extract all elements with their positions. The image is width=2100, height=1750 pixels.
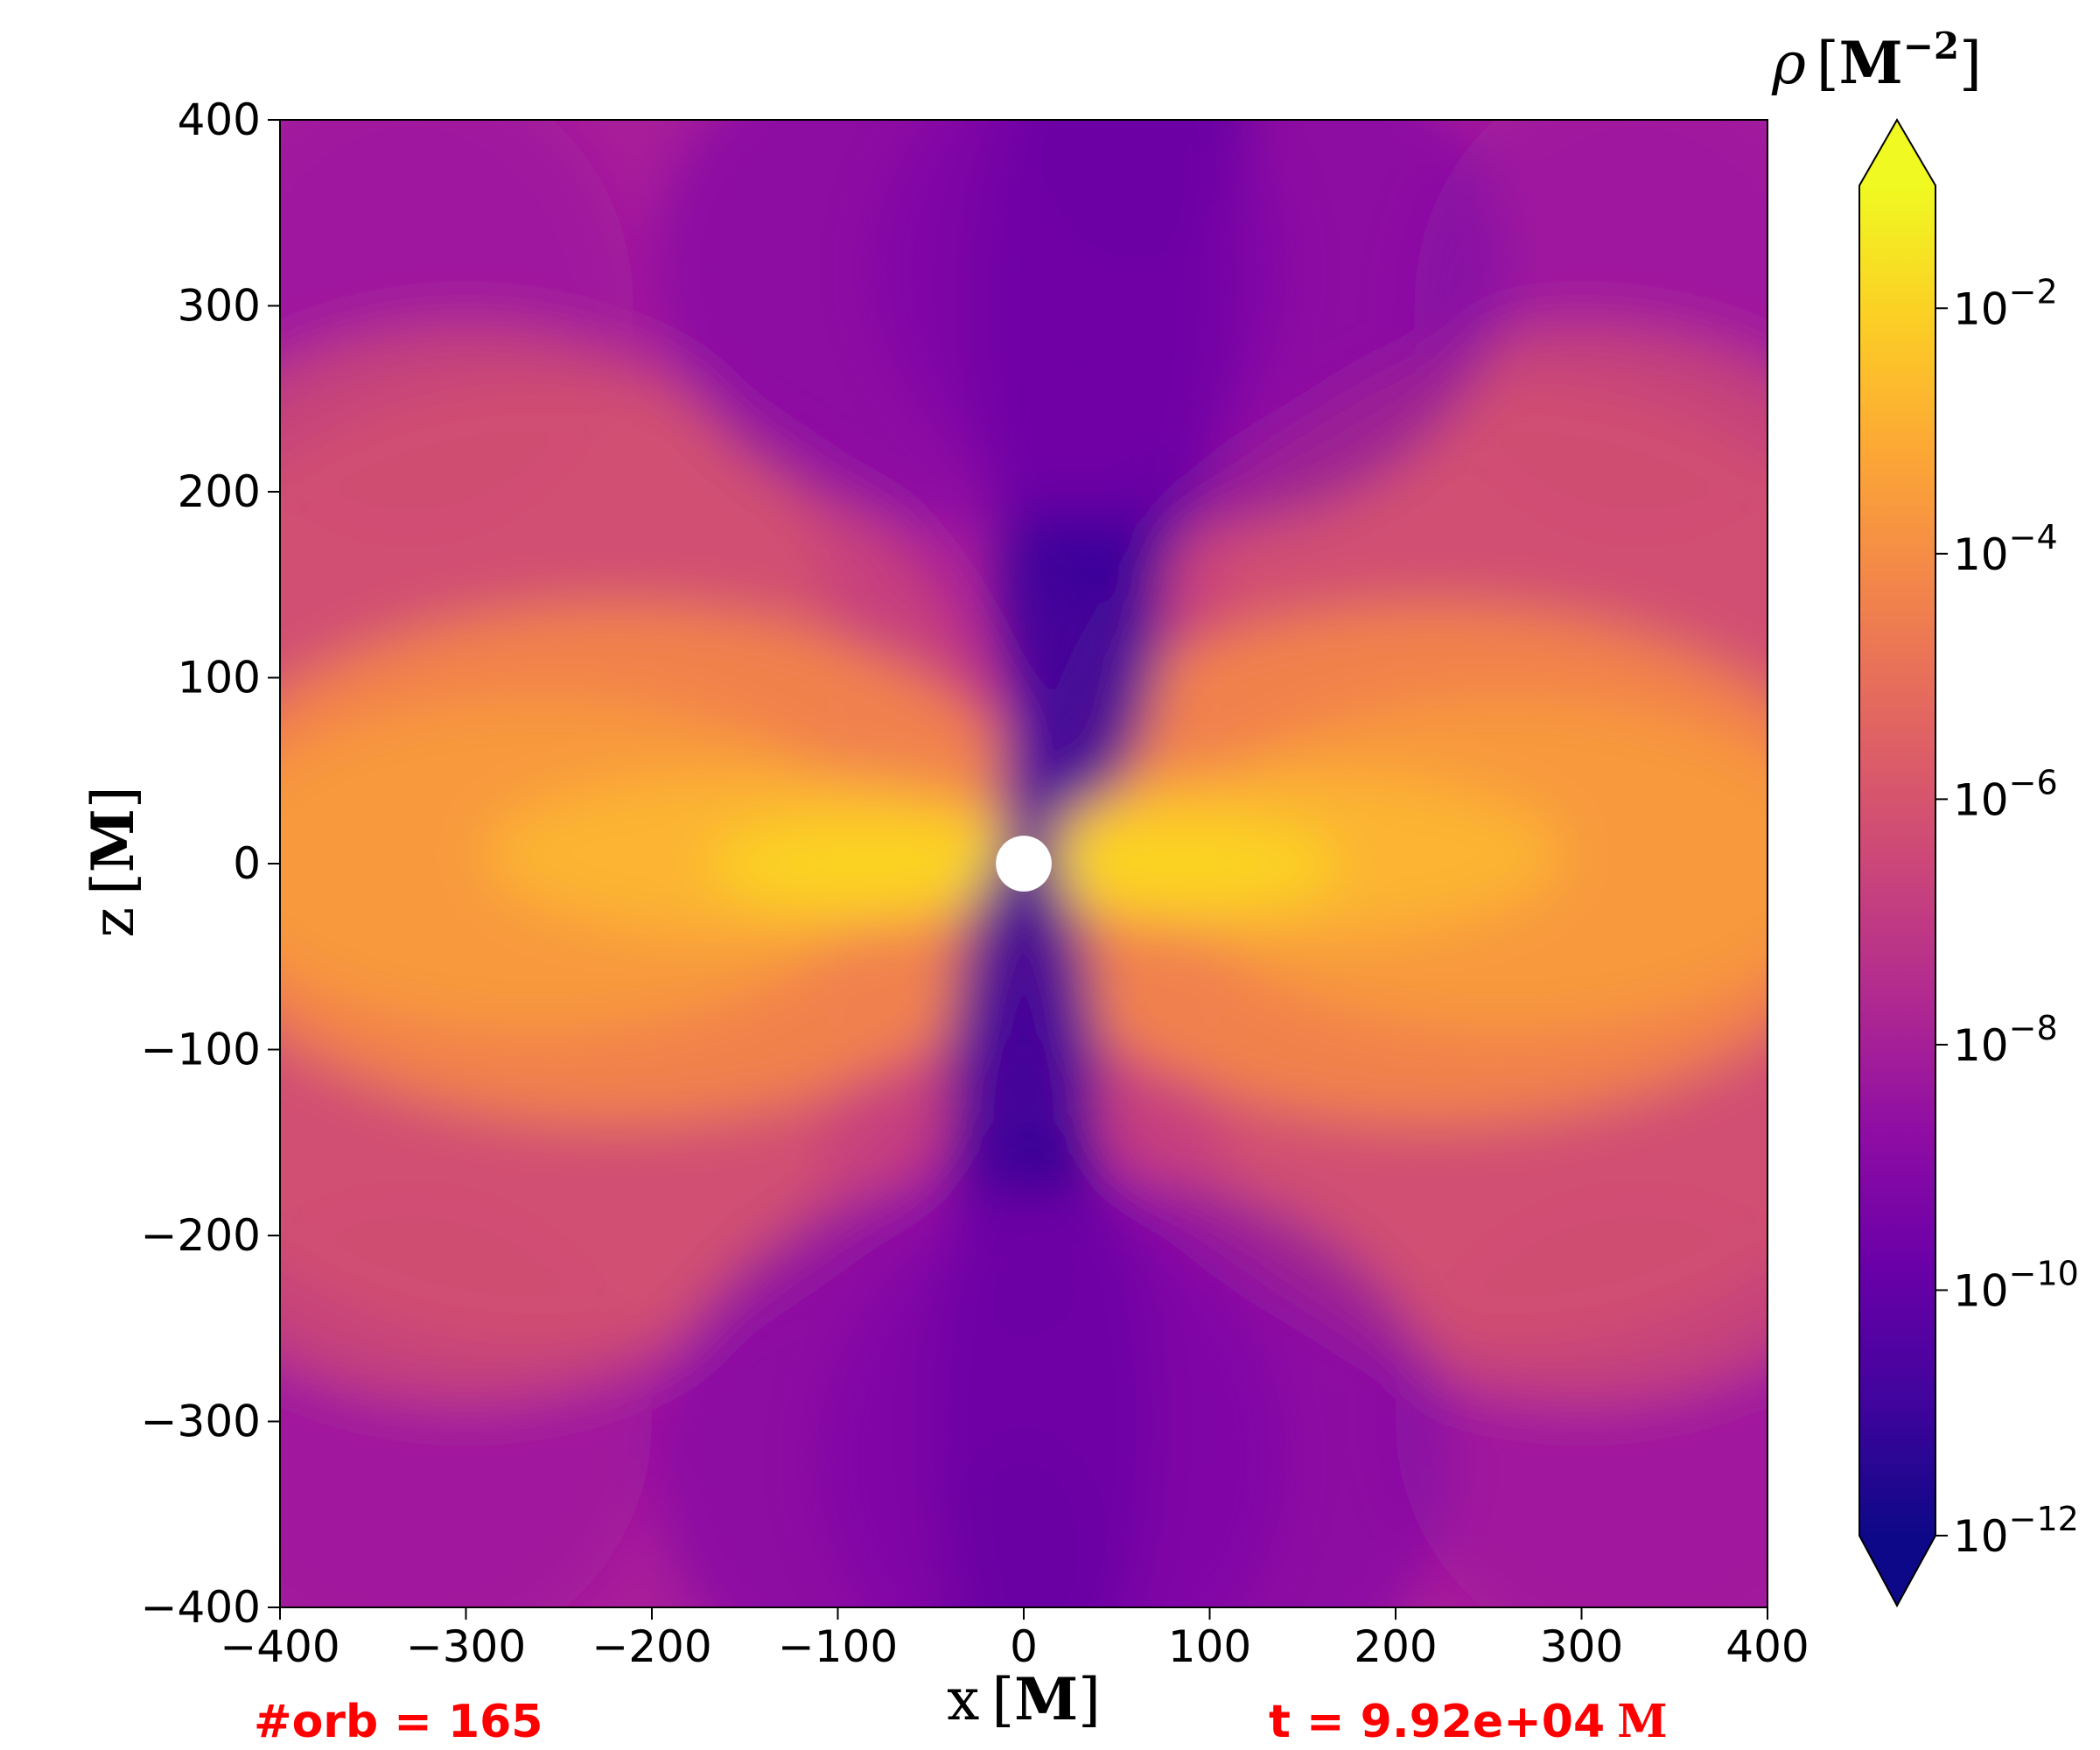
x-axis-label-var: x	[947, 1666, 979, 1733]
x-tick-label: 100	[1168, 1621, 1251, 1672]
y-tick-label: −400	[141, 1582, 261, 1633]
x-tick-label: 300	[1540, 1621, 1623, 1672]
density-blob	[819, 1180, 1452, 1607]
density-blob	[999, 696, 1067, 883]
colorbar: 10−12 10−10 10−8 10−6 10−4 10−2 ρ [M−2]	[1771, 24, 2079, 1608]
y-axis-ticks: −400 −300 −200 −100 0 100 200 300 400	[141, 94, 280, 1633]
colorbar-label-symbol: ρ	[1771, 30, 1806, 97]
x-tick-label: −300	[406, 1621, 526, 1672]
colorbar-label-unit: M	[1839, 29, 1903, 97]
y-axis-label-unit: M	[79, 808, 147, 872]
y-tick-label: −300	[141, 1396, 261, 1447]
heatmap	[280, 120, 1768, 1607]
colorbar-tick-label: 10−2	[1953, 272, 2058, 334]
x-tick-label: −200	[592, 1621, 711, 1672]
x-axis-ticks: −400 −300 −200 −100 0 100 200 300 400	[220, 1607, 1810, 1672]
x-axis-label: x [M]	[947, 1665, 1101, 1733]
y-tick-label: 300	[178, 281, 261, 332]
y-tick-label: 400	[178, 94, 261, 145]
y-axis-label: z [M]	[79, 786, 147, 937]
colorbar-tick-label: 10−6	[1953, 763, 2058, 825]
colorbar-extend-bottom	[1859, 1536, 1936, 1606]
colorbar-label-close: ]	[1959, 30, 1982, 97]
x-axis-label-close: ]	[1078, 1666, 1101, 1733]
central-hole	[996, 836, 1052, 892]
y-axis-label-var: z	[80, 907, 147, 938]
colorbar-extend-top	[1859, 120, 1936, 186]
colorbar-fill	[1859, 186, 1936, 1536]
colorbar-tick-label: 10−4	[1953, 518, 2058, 580]
x-axis-label-open: [	[991, 1666, 1014, 1733]
y-tick-label: 200	[178, 466, 261, 517]
colorbar-tick-label: 10−10	[1953, 1254, 2079, 1316]
density-blob	[707, 816, 1043, 911]
x-tick-label: −100	[778, 1621, 898, 1672]
time-annotation: t = 9.92e+04 M	[1269, 1695, 1668, 1748]
x-tick-label: 400	[1726, 1621, 1809, 1672]
y-tick-label: 0	[233, 838, 261, 889]
density-blob	[875, 120, 1508, 529]
orbits-annotation: #orb = 165	[254, 1696, 542, 1748]
heatmap-density-field	[280, 120, 1768, 1607]
colorbar-label-open: [	[1816, 30, 1839, 97]
colorbar-ticks: 10−12 10−10 10−8 10−6 10−4 10−2	[1936, 272, 2079, 1562]
x-axis-label-unit: M	[1014, 1665, 1078, 1733]
colorbar-tick-label: 10−8	[1953, 1009, 2058, 1071]
y-tick-label: 100	[178, 653, 261, 704]
y-axis-label-open: [	[80, 872, 147, 895]
y-axis-label-close: ]	[80, 786, 147, 808]
colorbar-tick-label: 10−12	[1953, 1500, 2079, 1562]
colorbar-label: ρ [M−2]	[1771, 24, 1982, 97]
density-blob	[1004, 816, 1340, 911]
colorbar-label-exponent: −2	[1903, 24, 1959, 67]
x-tick-label: 0	[1010, 1621, 1038, 1672]
x-tick-label: −400	[220, 1621, 340, 1672]
x-tick-label: 200	[1354, 1621, 1437, 1672]
y-tick-label: −200	[141, 1210, 261, 1261]
time-annotation-value: t = 9.92e+04	[1269, 1696, 1605, 1748]
time-annotation-unit: M	[1617, 1695, 1668, 1748]
y-tick-label: −100	[141, 1025, 261, 1075]
